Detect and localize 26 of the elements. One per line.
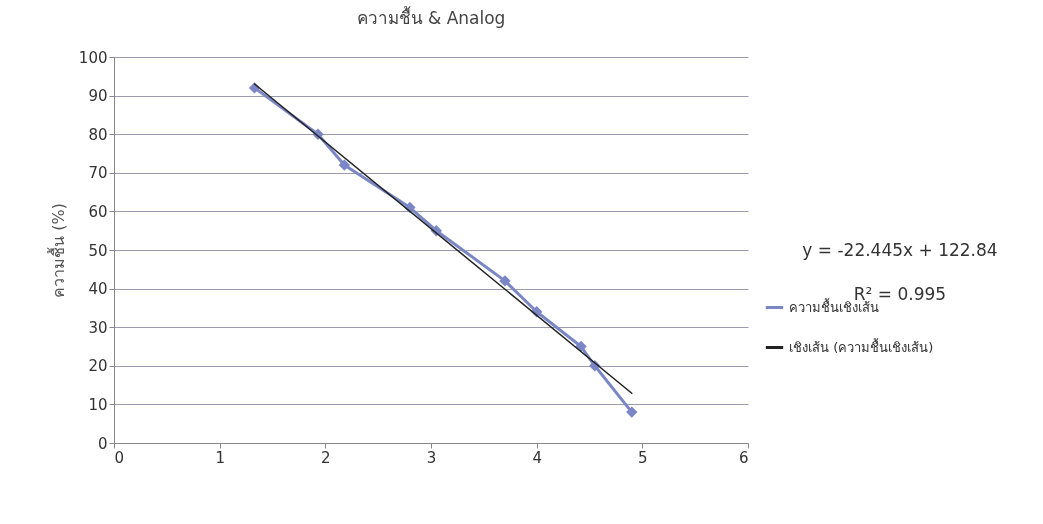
- x-tick-label: 2: [321, 448, 331, 467]
- chart-title: ความชื้น & Analog: [356, 6, 506, 28]
- y-tick-label: 90: [88, 87, 108, 106]
- text: y = -22.445x + 122.84: [801, 240, 999, 260]
- x-tick-label: 1: [215, 448, 225, 467]
- x-tick-label: 4: [532, 448, 542, 467]
- legend-label: ความชื้นเชิงเส้น: [789, 297, 879, 315]
- point: [626, 406, 638, 418]
- y-axis-title: ความชื้น (%): [46, 203, 68, 298]
- x-tick-label: 6: [738, 448, 749, 467]
- y-tick-label: 50: [88, 241, 108, 260]
- point: [499, 275, 511, 287]
- x-tick-label: 0: [114, 448, 125, 467]
- point: [338, 159, 351, 171]
- y-tick-label: 10: [88, 395, 108, 414]
- legend-label: เชิงเส้น (ความชื้นเชิงเส้น): [789, 337, 934, 355]
- y-tick-label: 80: [88, 125, 108, 144]
- y-tick-label: 60: [88, 202, 108, 221]
- y-tick-label: 30: [88, 318, 108, 337]
- y-tick-label: 100: [78, 48, 108, 67]
- y-tick-label: 40: [88, 280, 108, 299]
- y-tick-label: 20: [88, 357, 108, 376]
- y-tick-label: 0: [97, 434, 108, 453]
- y-tick-label: 70: [88, 164, 108, 183]
- x-tick-label: 5: [638, 448, 648, 467]
- x-tick-label: 3: [426, 448, 437, 467]
